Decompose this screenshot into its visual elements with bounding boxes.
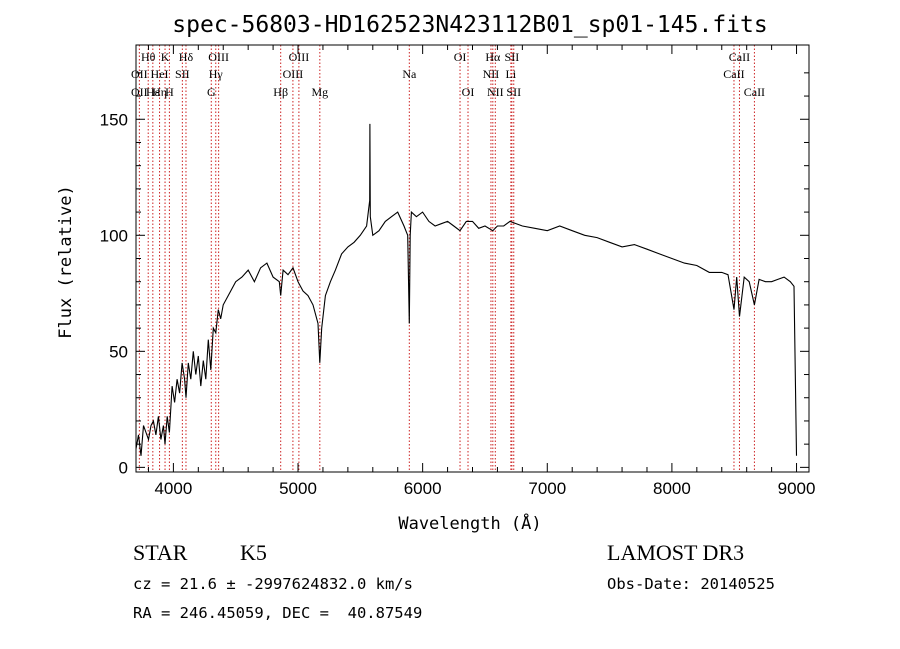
line-id-label: OI bbox=[454, 50, 467, 64]
line-id-label: NII bbox=[487, 85, 504, 99]
spectrum-line bbox=[135, 123, 798, 456]
line-id-label: SII bbox=[506, 85, 521, 99]
line-id-label: OIII bbox=[289, 50, 310, 64]
line-id-label: OI bbox=[462, 85, 475, 99]
axes-frame bbox=[135, 44, 810, 473]
line-id-label: Hβ bbox=[273, 85, 288, 99]
y-axis-label: Flux (relative) bbox=[56, 185, 76, 339]
line-id-label: Na bbox=[402, 67, 417, 81]
line-id-label: Mg bbox=[311, 85, 328, 99]
y-tick-label: 150 bbox=[100, 110, 128, 129]
line-id-label: Li bbox=[506, 67, 517, 81]
x-tick-label: 8000 bbox=[653, 479, 691, 498]
line-id-label: K bbox=[161, 50, 170, 64]
line-id-label: Hγ bbox=[209, 67, 224, 81]
line-id-label: Hη bbox=[152, 85, 167, 99]
line-id-label: G bbox=[207, 85, 216, 99]
line-id-label: SII bbox=[505, 50, 520, 64]
y-tick-label: 100 bbox=[100, 226, 128, 245]
line-id-label: CaII bbox=[723, 67, 744, 81]
line-id-label: Hα bbox=[485, 50, 501, 64]
y-tick-label: 0 bbox=[119, 458, 128, 477]
coords-readout: RA = 246.45059, DEC = 40.87549 bbox=[133, 604, 423, 622]
line-id-label: SII bbox=[175, 67, 190, 81]
series-layer bbox=[135, 123, 798, 456]
survey-label: LAMOST DR3 bbox=[607, 540, 745, 565]
x-tick-label: 6000 bbox=[404, 479, 442, 498]
line-id-label: OII bbox=[131, 67, 148, 81]
line-id-label: NII bbox=[483, 67, 500, 81]
subclass-label: K5 bbox=[240, 540, 267, 565]
x-tick-label: 5000 bbox=[279, 479, 317, 498]
line-id-label: H bbox=[165, 85, 174, 99]
line-id-label: OII bbox=[131, 85, 148, 99]
line-id-label: Hδ bbox=[179, 50, 194, 64]
y-tick-label: 50 bbox=[109, 342, 128, 361]
line-id-label: OIII bbox=[283, 67, 304, 81]
line-marker-layer bbox=[138, 45, 755, 472]
x-axis-label: Wavelength (Å) bbox=[398, 512, 541, 534]
line-id-label: Hε bbox=[146, 85, 160, 99]
class-label: STAR bbox=[133, 540, 188, 565]
obs-date-readout: Obs-Date: 20140525 bbox=[607, 575, 775, 593]
cz-readout: cz = 21.6 ± -2997624832.0 km/s bbox=[133, 575, 413, 593]
x-tick-label: 7000 bbox=[528, 479, 566, 498]
x-tick-label: 9000 bbox=[778, 479, 816, 498]
line-id-label: OIII bbox=[208, 50, 229, 64]
chart-title: spec-56803-HD162523N423112B01_sp01-145.f… bbox=[172, 12, 767, 38]
line-id-label: Hθ bbox=[141, 50, 156, 64]
line-id-label: HeI bbox=[151, 67, 169, 81]
x-tick-label: 4000 bbox=[154, 479, 192, 498]
line-id-label: CaII bbox=[744, 85, 765, 99]
line-id-label: CaII bbox=[729, 50, 750, 64]
tick-layer: 4000 5000 6000 7000 8000 9000 0 50 100 150 bbox=[100, 45, 816, 498]
plot-frame bbox=[135, 44, 810, 473]
